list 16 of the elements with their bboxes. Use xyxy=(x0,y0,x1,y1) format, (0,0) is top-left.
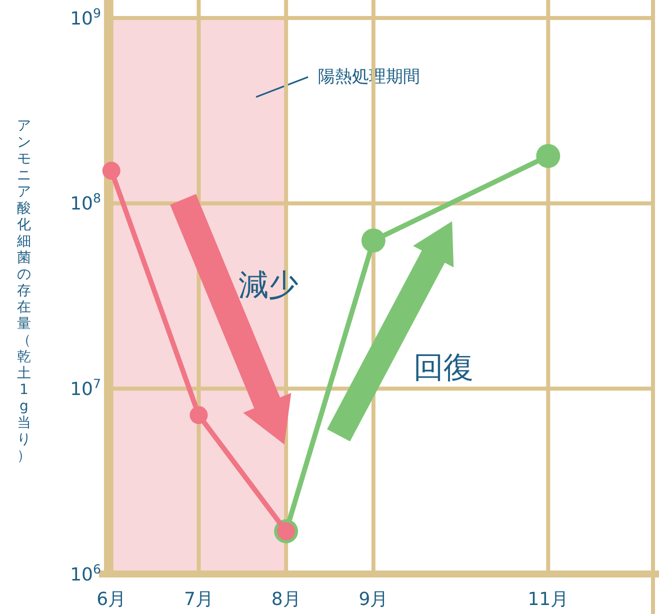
x-tick-label: 11月 xyxy=(528,589,569,610)
text: アンモニア酸化細菌の存在量（乾土1g当り） xyxy=(17,118,31,464)
y-tick-label: 10$^{9}$ xyxy=(70,4,101,30)
x-tick-label: 7月 xyxy=(184,589,214,610)
y-tick-label: 10$^{7}$ xyxy=(70,375,101,400)
x-tick-label: 9月 xyxy=(358,589,388,610)
point xyxy=(361,228,386,253)
point xyxy=(536,144,560,168)
point xyxy=(190,406,208,424)
y-tick-label: 10$^{8}$ xyxy=(70,190,101,215)
x-tick-label: 8月 xyxy=(271,589,301,610)
annotation: 減少 xyxy=(238,268,299,304)
point xyxy=(102,162,120,180)
x-tick-label: 6月 xyxy=(96,589,126,610)
y-tick-label: 10$^{6}$ xyxy=(70,560,101,586)
annotation: 回復 xyxy=(413,350,474,386)
